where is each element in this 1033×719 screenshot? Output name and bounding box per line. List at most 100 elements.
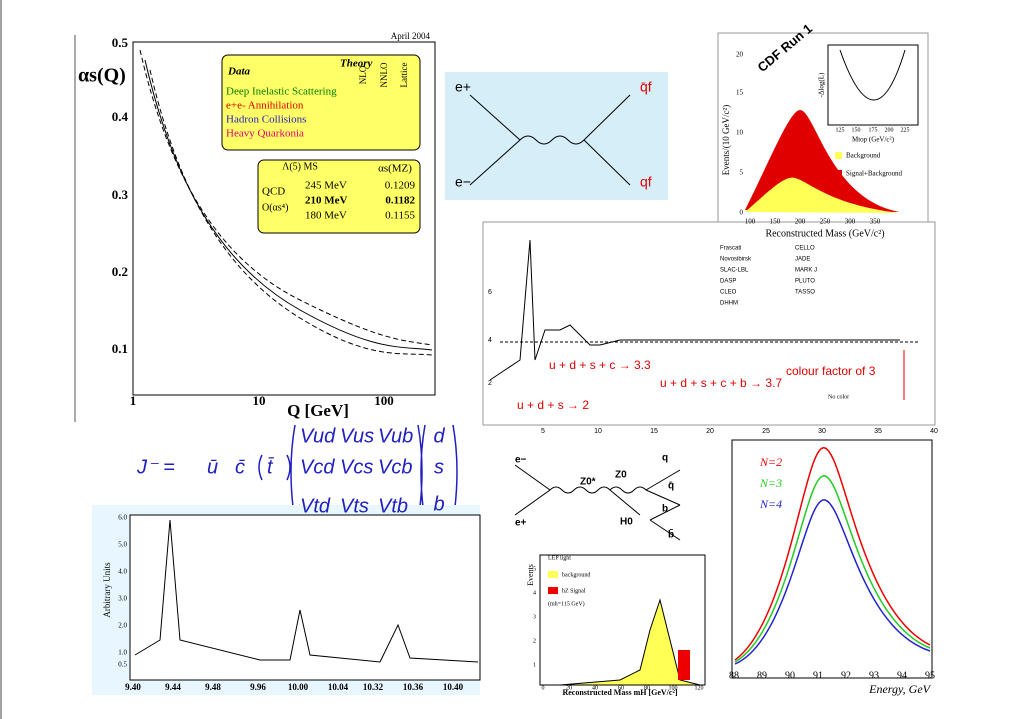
- x-tick-label: 95: [925, 670, 935, 681]
- curve-n3: [734, 475, 931, 663]
- label: 60: [618, 685, 624, 691]
- x-tick-label: 92: [841, 670, 851, 681]
- lep-bg: [559, 598, 701, 686]
- label: 350: [870, 218, 881, 226]
- label: 100: [745, 218, 756, 226]
- label: Frascati: [720, 246, 741, 252]
- label: MARK J: [795, 268, 817, 274]
- label: 0.1182: [385, 195, 415, 207]
- lep-frame: [539, 554, 706, 686]
- legend-swatch: [835, 170, 842, 177]
- label: e+e- Annihilation: [226, 100, 304, 112]
- label: 5.0: [118, 541, 127, 549]
- label: ū: [207, 456, 218, 478]
- label: Deep Inelastic Scattering: [226, 86, 337, 98]
- label: Vud: [300, 425, 336, 447]
- label: No color: [828, 394, 849, 400]
- x-tick-label: 91: [813, 670, 823, 681]
- label: 2.0: [118, 622, 127, 630]
- label: Mtop (GeV/c²): [852, 136, 895, 144]
- label: e−: [455, 174, 471, 190]
- label: q̄: [668, 481, 674, 492]
- label: 10: [594, 428, 602, 435]
- label: NNLO: [379, 62, 389, 87]
- label: 35: [874, 428, 882, 435]
- label: 5: [740, 169, 744, 177]
- label: (mh=115 GeV): [548, 600, 585, 607]
- curve: [149, 69, 433, 356]
- brackets: [258, 424, 458, 523]
- label: 10.04: [328, 682, 349, 692]
- label: Vcb: [378, 456, 412, 478]
- label: 20: [706, 428, 714, 435]
- label: 125: [836, 127, 845, 133]
- label: 245 MeV: [305, 180, 347, 192]
- y-tick-label: 0.3: [112, 187, 129, 202]
- label: 2: [533, 638, 536, 644]
- label: 9.48: [205, 682, 221, 692]
- label: b: [662, 504, 668, 515]
- label: 3: [533, 614, 536, 620]
- label: 25: [762, 428, 770, 435]
- label: 250: [820, 218, 831, 226]
- inset-curve: [839, 49, 906, 101]
- label: Vts: [340, 495, 369, 517]
- inset: [827, 44, 919, 126]
- label: 40: [592, 685, 598, 691]
- label: e−: [515, 455, 527, 466]
- label: 1.0: [118, 649, 127, 657]
- label: 0.1155: [385, 210, 415, 222]
- upsilon-frame: [129, 514, 481, 681]
- label: Events: [526, 564, 535, 586]
- label: u + d + s + c → 3.3: [549, 358, 651, 372]
- y-tick-label: 0.2: [112, 264, 128, 279]
- label: 10.36: [403, 682, 424, 692]
- label: 150: [852, 127, 861, 133]
- label: 2: [488, 380, 492, 387]
- label: Vcd: [300, 456, 335, 478]
- x-tick-label: 93: [869, 670, 879, 681]
- label: NLO: [358, 65, 368, 84]
- label: J⁻ =: [136, 456, 175, 478]
- x-tick-label: 1: [130, 393, 137, 408]
- label: αs(Q): [78, 65, 126, 87]
- label: αs(MZ): [378, 163, 412, 175]
- label: DASP: [720, 279, 736, 285]
- label: Signal+Background: [846, 170, 903, 178]
- label: Z0: [615, 470, 627, 481]
- label: Vcs: [340, 456, 373, 478]
- label: 6: [488, 289, 492, 296]
- label: u + d + s → 2: [517, 398, 589, 412]
- label: 120: [695, 685, 704, 691]
- label: t̄: [267, 456, 274, 478]
- label: 210 MeV: [305, 195, 348, 207]
- label: H0: [620, 517, 633, 528]
- label: 10.32: [363, 682, 384, 692]
- background-area: [745, 177, 900, 213]
- label: 200: [795, 218, 806, 226]
- label: CELLO: [795, 246, 815, 252]
- y-tick-label: 0.1: [112, 341, 128, 356]
- z-frame: [731, 439, 933, 679]
- feynman-panel: [445, 72, 668, 200]
- label: 0: [542, 685, 545, 691]
- label: Vus: [340, 425, 374, 447]
- label: qf: [640, 174, 652, 190]
- label: 0: [740, 209, 744, 217]
- r-panel: [482, 221, 936, 426]
- label: c̄: [235, 456, 245, 478]
- label: 100: [669, 685, 678, 691]
- label: hZ Signal: [562, 588, 586, 594]
- curve: [144, 59, 433, 351]
- label: -Δlog(L): [818, 72, 826, 97]
- label: Z0*: [580, 477, 596, 488]
- label: 180 MeV: [305, 210, 347, 222]
- label: 15: [736, 89, 744, 97]
- label: 0.5: [118, 661, 127, 669]
- label: s: [434, 456, 444, 478]
- x-tick-label: 10: [253, 393, 266, 408]
- label: 175: [869, 127, 878, 133]
- label: 4: [488, 337, 492, 344]
- label: Reconstructed Mass mH [GeV/c²]: [562, 688, 677, 697]
